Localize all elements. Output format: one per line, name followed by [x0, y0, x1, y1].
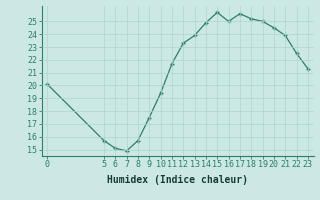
X-axis label: Humidex (Indice chaleur): Humidex (Indice chaleur): [107, 175, 248, 185]
